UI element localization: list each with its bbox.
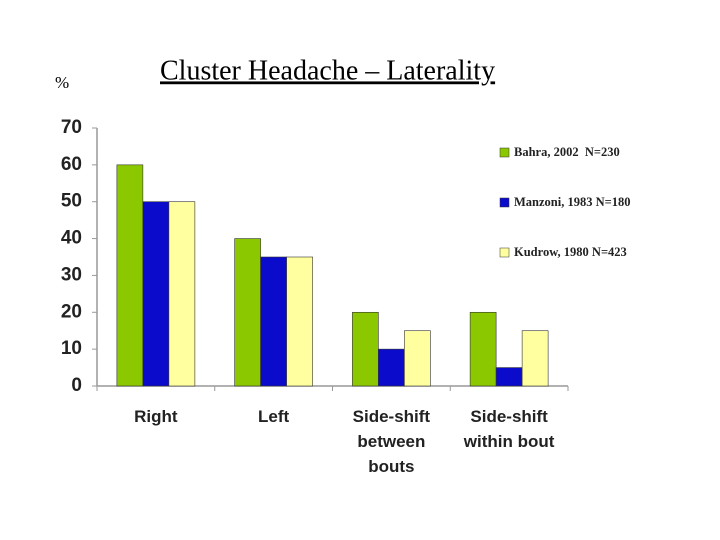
x-tick-label: Side-shift within bout bbox=[463, 407, 555, 451]
bar bbox=[378, 348, 405, 387]
chart-title: Cluster Headache – Laterality bbox=[160, 55, 495, 86]
bar bbox=[260, 256, 287, 387]
bar bbox=[142, 201, 170, 387]
y-tick-label: 20 bbox=[61, 301, 82, 322]
legend-swatch bbox=[499, 147, 510, 158]
y-tick-label: 60 bbox=[61, 154, 82, 175]
y-tick-label: 10 bbox=[61, 338, 82, 359]
y-tick-label: 40 bbox=[61, 228, 82, 249]
legend-swatch bbox=[499, 197, 510, 208]
y-tick-label: 0 bbox=[71, 375, 82, 396]
y-tick-label: 30 bbox=[61, 264, 82, 285]
x-tick-label: Side-shift between bouts bbox=[352, 407, 431, 476]
bar bbox=[521, 330, 549, 387]
bar bbox=[168, 201, 196, 387]
legend-label: Bahra, 2002 N=230 bbox=[514, 145, 620, 159]
y-axis-label: % bbox=[55, 73, 69, 92]
y-tick-label: 50 bbox=[61, 191, 82, 212]
bar bbox=[234, 238, 261, 387]
bar bbox=[116, 164, 144, 387]
bar bbox=[495, 367, 523, 387]
bar bbox=[469, 311, 497, 387]
x-tick-label: Left bbox=[258, 407, 290, 426]
legend-label: Kudrow, 1980 N=423 bbox=[514, 245, 627, 259]
legend-swatch bbox=[499, 247, 510, 258]
bar bbox=[352, 311, 379, 387]
x-tick-label: Right bbox=[134, 407, 178, 426]
bar bbox=[404, 330, 431, 387]
legend-label: Manzoni, 1983 N=180 bbox=[514, 195, 631, 209]
bar bbox=[286, 256, 313, 387]
y-tick-label: 70 bbox=[61, 117, 82, 138]
